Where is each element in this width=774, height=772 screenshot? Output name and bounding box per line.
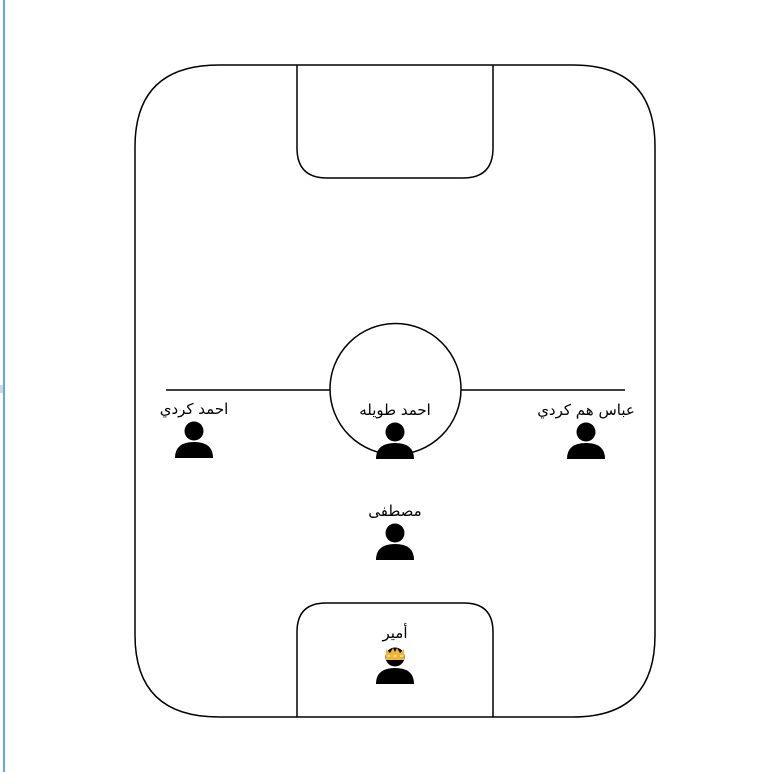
canvas-edge-handle[interactable] (0, 385, 3, 393)
player-card-midfield[interactable]: مصطفى (335, 502, 455, 560)
player-icon (376, 523, 414, 560)
bottom-goal-area (296, 602, 494, 717)
crown-icon (386, 648, 404, 660)
player-name: مصطفى (368, 502, 422, 520)
player-name: احمد كردي (159, 400, 229, 418)
player-card-left[interactable]: احمد كردي (134, 400, 254, 458)
player-card-center[interactable]: احمد طويله (335, 401, 455, 459)
player-card-goalkeeper[interactable]: أمير (335, 624, 455, 684)
player-icon (175, 421, 213, 458)
player-card-right[interactable]: عباس هم كردي (526, 401, 646, 459)
player-icon (567, 422, 605, 459)
pitch-boundary (134, 64, 656, 718)
player-name: أمير (382, 624, 408, 642)
player-icon (376, 422, 414, 459)
player-name: احمد طويله (359, 401, 431, 419)
top-goal-area (296, 65, 494, 179)
canvas-edge-line (3, 0, 5, 772)
player-name: عباس هم كردي (537, 401, 635, 419)
